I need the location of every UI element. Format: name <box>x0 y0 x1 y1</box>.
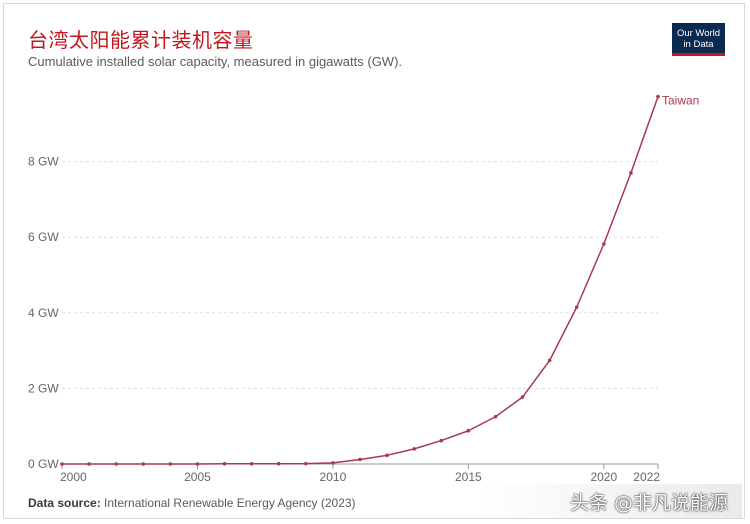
data-point <box>520 395 525 399</box>
data-point <box>574 305 579 309</box>
watermark-text: 头条 @非凡说能源 <box>569 492 728 514</box>
data-point <box>602 242 606 246</box>
data-source-text: International Renewable Energy Agency (2… <box>100 496 356 510</box>
y-tick-label: 0 GW <box>28 457 59 471</box>
data-point <box>276 461 281 466</box>
data-point <box>385 453 389 458</box>
data-point <box>141 462 146 466</box>
data-point <box>304 461 308 466</box>
x-tick-label: 2015 <box>455 470 482 484</box>
data-point <box>168 462 173 466</box>
chart-title: 台湾太阳能累计装机容量 <box>28 28 254 52</box>
data-point <box>412 447 416 451</box>
data-point <box>358 457 362 462</box>
watermark-overlay: 头条 @非凡说能源 <box>480 484 742 518</box>
data-point <box>547 358 552 363</box>
data-point <box>656 94 660 99</box>
y-tick-label: 8 GW <box>28 155 59 169</box>
data-point <box>629 171 633 175</box>
data-point <box>114 462 118 466</box>
x-tick-label: 2005 <box>184 470 211 484</box>
y-tick-label: 4 GW <box>28 306 59 320</box>
x-tick-label: 2000 <box>60 470 87 484</box>
x-tick-label: 2010 <box>320 470 347 484</box>
chart-frame <box>3 3 745 519</box>
chart-subtitle: Cumulative installed solar capacity, mea… <box>28 54 403 69</box>
data-point <box>331 461 335 465</box>
data-point <box>60 462 64 466</box>
owid-logo[interactable]: Our World in Data <box>672 23 725 56</box>
logo-line-1: Our World <box>676 28 721 39</box>
logo-line-2: in Data <box>683 39 714 50</box>
data-point <box>195 462 200 466</box>
y-tick-label: 2 GW <box>28 381 59 395</box>
series-label: Taiwan <box>662 94 699 108</box>
x-tick-label: 2020 <box>590 470 617 484</box>
data-source-label: Data source: <box>28 496 101 510</box>
data-point <box>493 414 498 419</box>
data-point <box>87 462 91 466</box>
data-point <box>249 461 254 466</box>
data-point <box>466 428 471 433</box>
y-tick-label: 6 GW <box>28 230 59 244</box>
x-tick-label: 2022 <box>633 470 660 484</box>
data-point <box>222 462 227 466</box>
series-line <box>62 96 659 465</box>
data-point <box>439 438 444 443</box>
data-source: Data source: International Renewable Ene… <box>28 496 356 510</box>
